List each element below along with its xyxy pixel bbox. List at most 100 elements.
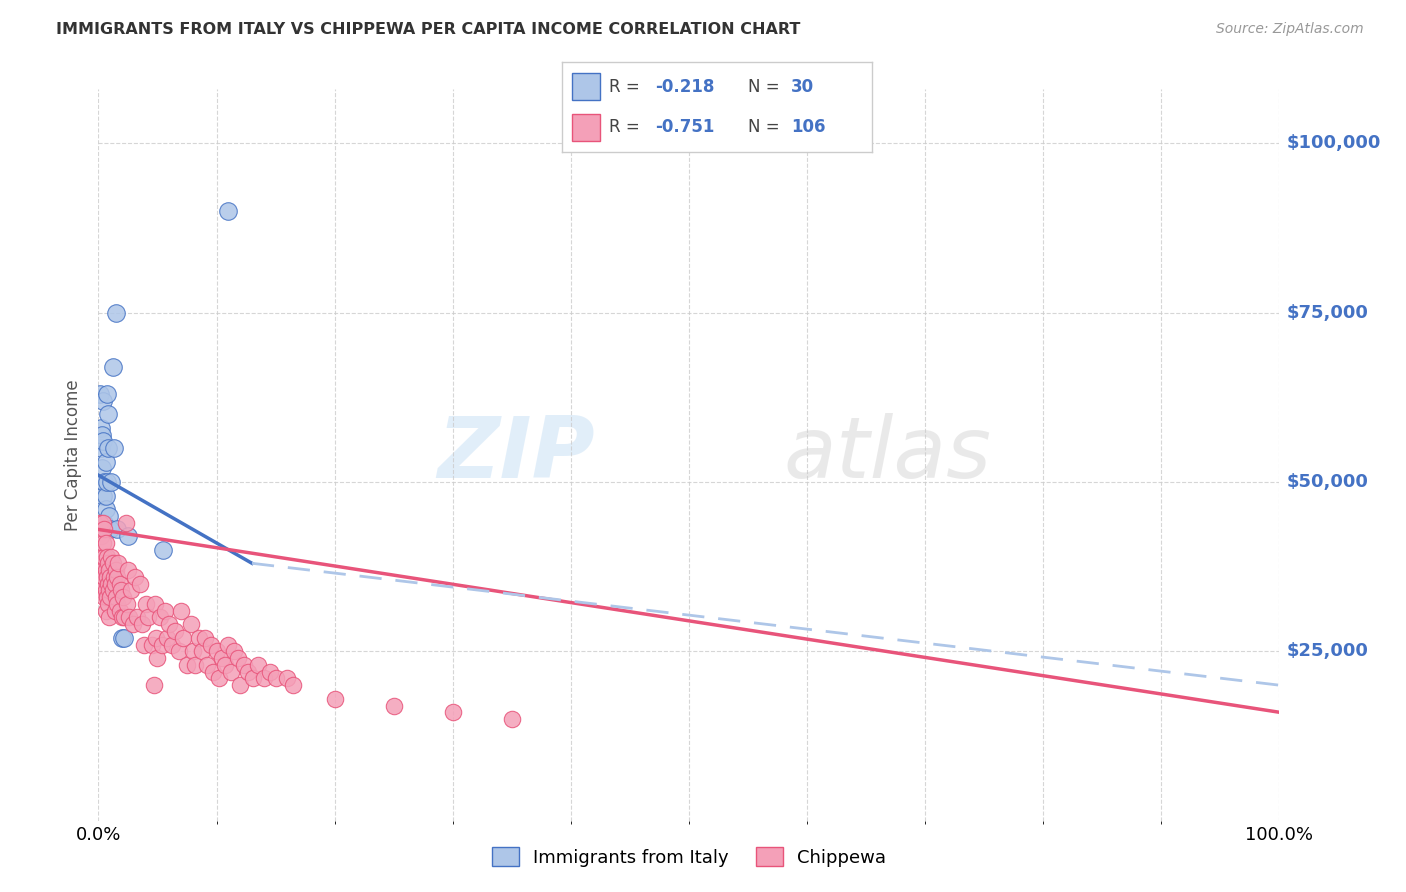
Point — [115, 597, 138, 611]
Text: $75,000: $75,000 — [1286, 303, 1368, 322]
Point — [89, 387, 111, 401]
Point — [97, 441, 120, 455]
Point — [96, 570, 118, 584]
Point — [118, 610, 141, 624]
Point — [94, 583, 117, 598]
Point — [91, 570, 114, 584]
Point — [124, 570, 146, 584]
Point — [91, 563, 114, 577]
Point — [226, 651, 249, 665]
Point — [501, 712, 523, 726]
Point — [91, 556, 114, 570]
Text: Source: ZipAtlas.com: Source: ZipAtlas.com — [1216, 22, 1364, 37]
Point — [205, 644, 228, 658]
Point — [217, 638, 239, 652]
Text: IMMIGRANTS FROM ITALY VS CHIPPEWA PER CAPITA INCOME CORRELATION CHART: IMMIGRANTS FROM ITALY VS CHIPPEWA PER CA… — [56, 22, 800, 37]
Text: ZIP: ZIP — [437, 413, 595, 497]
FancyBboxPatch shape — [572, 114, 599, 141]
Point — [91, 516, 114, 530]
Point — [149, 610, 172, 624]
Text: 106: 106 — [792, 118, 825, 136]
Text: -0.751: -0.751 — [655, 118, 714, 136]
Point — [98, 610, 121, 624]
Point — [98, 563, 121, 577]
Point — [219, 665, 242, 679]
Point — [100, 549, 122, 564]
Point — [97, 576, 120, 591]
Point — [90, 421, 112, 435]
Point — [96, 549, 118, 564]
Point — [105, 590, 128, 604]
Point — [276, 672, 298, 686]
Point — [211, 651, 233, 665]
Point — [128, 576, 150, 591]
Text: $25,000: $25,000 — [1286, 642, 1368, 660]
Point — [97, 556, 120, 570]
Point — [93, 590, 115, 604]
Point — [94, 536, 117, 550]
Point — [117, 563, 139, 577]
Point — [323, 691, 346, 706]
Point — [157, 617, 180, 632]
Point — [152, 542, 174, 557]
Point — [242, 672, 264, 686]
Point — [94, 502, 117, 516]
Point — [224, 644, 246, 658]
Point — [90, 441, 112, 455]
Point — [145, 631, 167, 645]
Point — [153, 604, 176, 618]
Point — [90, 549, 112, 564]
Point — [104, 576, 127, 591]
Point — [142, 678, 165, 692]
Point — [94, 455, 117, 469]
Legend: Immigrants from Italy, Chippewa: Immigrants from Italy, Chippewa — [481, 837, 897, 878]
Point — [101, 583, 124, 598]
Point — [93, 570, 115, 584]
Text: N =: N = — [748, 78, 785, 96]
Point — [103, 441, 125, 455]
Point — [101, 556, 124, 570]
Text: R =: R = — [609, 78, 645, 96]
Point — [191, 644, 214, 658]
Point — [165, 624, 187, 638]
Point — [382, 698, 405, 713]
Point — [184, 657, 207, 672]
Text: $100,000: $100,000 — [1286, 135, 1381, 153]
Point — [91, 427, 114, 442]
Text: $50,000: $50,000 — [1286, 473, 1368, 491]
Point — [146, 651, 169, 665]
Point — [111, 631, 134, 645]
Point — [98, 590, 121, 604]
Point — [195, 657, 218, 672]
Point — [89, 516, 111, 530]
Point — [141, 638, 163, 652]
Point — [181, 644, 204, 658]
Point — [111, 610, 134, 624]
Point — [96, 523, 118, 537]
Point — [136, 610, 159, 624]
Point — [117, 529, 139, 543]
Point — [100, 475, 122, 489]
Point — [93, 523, 115, 537]
Y-axis label: Per Capita Income: Per Capita Income — [65, 379, 83, 531]
Point — [172, 631, 194, 645]
Point — [91, 583, 114, 598]
Point — [167, 644, 190, 658]
Point — [180, 617, 202, 632]
Point — [108, 604, 131, 618]
Point — [105, 570, 128, 584]
Text: R =: R = — [609, 118, 645, 136]
Point — [91, 536, 114, 550]
Point — [105, 597, 128, 611]
Point — [110, 583, 132, 598]
Point — [91, 434, 114, 449]
Point — [187, 631, 209, 645]
Point — [208, 672, 231, 686]
Point — [90, 529, 112, 543]
Point — [91, 461, 114, 475]
Point — [105, 523, 128, 537]
Point — [96, 475, 118, 489]
Point — [94, 604, 117, 618]
FancyBboxPatch shape — [572, 73, 599, 100]
Point — [112, 631, 135, 645]
